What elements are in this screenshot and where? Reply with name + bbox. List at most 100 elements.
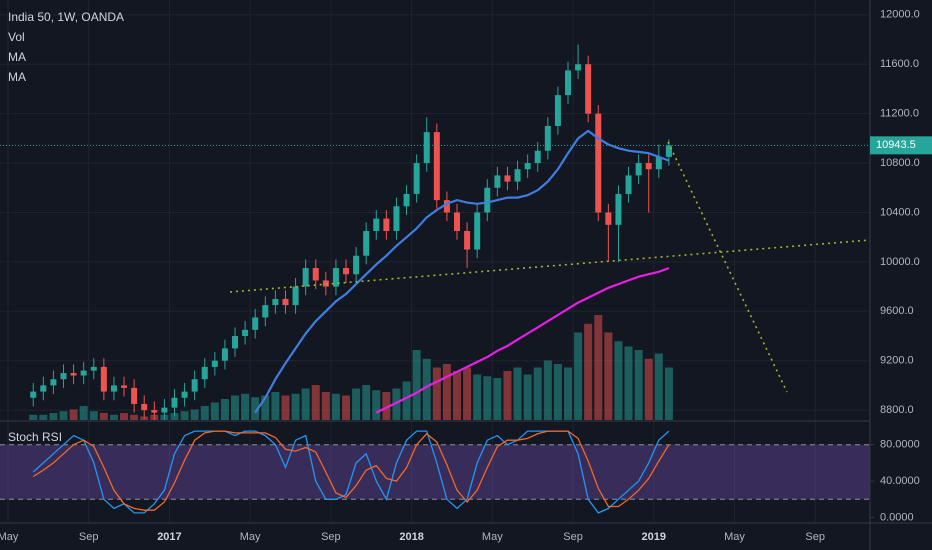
- moving-average: [254, 129, 670, 414]
- volume-bar: [220, 399, 229, 420]
- volume-bar: [634, 350, 643, 420]
- x-tick-label: May: [240, 531, 261, 543]
- volume-bar: [321, 392, 330, 420]
- volume-bar: [291, 393, 300, 420]
- rsi-pane: [0, 430, 870, 514]
- rsi-band: [0, 444, 870, 500]
- volume-bar: [29, 414, 38, 420]
- volume-bar: [120, 413, 129, 420]
- candle-body: [494, 175, 501, 188]
- candle-body: [161, 407, 168, 413]
- candle-body: [554, 95, 561, 126]
- volume-bar: [664, 367, 673, 420]
- volume-bar: [362, 385, 371, 420]
- candle-body: [514, 169, 521, 182]
- y-tick-label: 9200.0: [880, 355, 914, 367]
- candle-body: [50, 379, 57, 386]
- candle-body: [585, 64, 592, 114]
- volume-bar: [130, 414, 139, 420]
- candle-body: [615, 193, 622, 225]
- volume-bar: [402, 381, 411, 420]
- y-tick-label: 10000.0: [880, 256, 920, 268]
- volume-bar: [59, 411, 68, 420]
- candle-body: [575, 64, 582, 71]
- volume-bar: [261, 395, 270, 420]
- x-tick-label: Sep: [321, 531, 341, 543]
- trend-line: [229, 239, 871, 293]
- x-tick-label: 2019: [642, 531, 666, 543]
- candle-body: [635, 163, 642, 176]
- volume-bar: [432, 367, 441, 420]
- candle-body: [292, 286, 299, 306]
- candle-body: [524, 163, 531, 170]
- legend-ma: MA: [8, 50, 26, 64]
- rsi-tick-label: 80.0000: [880, 439, 920, 451]
- candle-body: [625, 175, 632, 194]
- candle-body: [464, 231, 471, 250]
- candle-body: [534, 150, 541, 164]
- candle-body: [151, 410, 158, 413]
- legend-ma: MA: [8, 70, 26, 84]
- candle-body: [211, 360, 218, 367]
- volume-bar: [624, 346, 633, 420]
- volume-bar: [251, 397, 260, 420]
- candle-body: [131, 387, 138, 404]
- last-price-label: 10943.5: [876, 139, 916, 151]
- x-tick-label: Sep: [79, 531, 99, 543]
- y-tick-label: 8800.0: [880, 404, 914, 416]
- volume-bar: [281, 395, 290, 420]
- volume-bar: [574, 332, 583, 420]
- volume-bar: [654, 353, 663, 420]
- volume-bar: [69, 409, 78, 420]
- volume-bar: [513, 367, 522, 420]
- y-tick-label: 11200.0: [880, 108, 919, 120]
- volume-bar: [533, 367, 542, 420]
- volume-bar: [553, 364, 562, 420]
- candle-body: [383, 218, 390, 231]
- candle-body: [484, 187, 491, 213]
- trend-line: [667, 141, 788, 393]
- x-tick-label: Sep: [563, 531, 583, 543]
- volume-bar: [644, 358, 653, 420]
- candle-body: [252, 317, 259, 330]
- volume-bar: [89, 411, 98, 420]
- volume-bar: [200, 406, 209, 420]
- candle-body: [121, 385, 128, 388]
- candle-body: [605, 212, 612, 225]
- volume-bar: [422, 358, 431, 420]
- volume-bar: [311, 385, 320, 420]
- volume-bar: [382, 392, 391, 420]
- candle-body: [90, 366, 97, 371]
- candle-body: [171, 397, 178, 408]
- volume-bar: [594, 315, 603, 420]
- candle-body: [353, 255, 360, 275]
- candle-body: [262, 305, 269, 318]
- volume-bar: [493, 378, 502, 420]
- volume-bar: [39, 414, 48, 420]
- y-tick-label: 9600.0: [880, 305, 914, 317]
- candle-body: [474, 212, 481, 250]
- candle-body: [232, 336, 239, 349]
- volume-bar: [563, 367, 572, 420]
- last-price-box: [870, 136, 932, 155]
- chart-title: India 50, 1W, OANDA: [8, 10, 124, 24]
- candle-body: [100, 366, 107, 392]
- price-pane: [29, 44, 673, 420]
- candle-body: [443, 200, 450, 213]
- candle-body: [373, 218, 380, 231]
- y-tick-label: 11600.0: [880, 58, 919, 70]
- grid: [0, 0, 870, 522]
- candle-body: [201, 366, 208, 380]
- candle-body: [544, 126, 551, 151]
- candle-body: [665, 145, 672, 157]
- candle-body: [413, 163, 420, 194]
- candle-body: [403, 193, 410, 207]
- candle-body: [423, 132, 430, 164]
- candle-body: [272, 298, 279, 306]
- candle-body: [141, 403, 148, 411]
- volume-bar: [331, 393, 340, 420]
- rsi-tick-label: 0.0000: [880, 511, 914, 523]
- volume-bar: [412, 350, 421, 420]
